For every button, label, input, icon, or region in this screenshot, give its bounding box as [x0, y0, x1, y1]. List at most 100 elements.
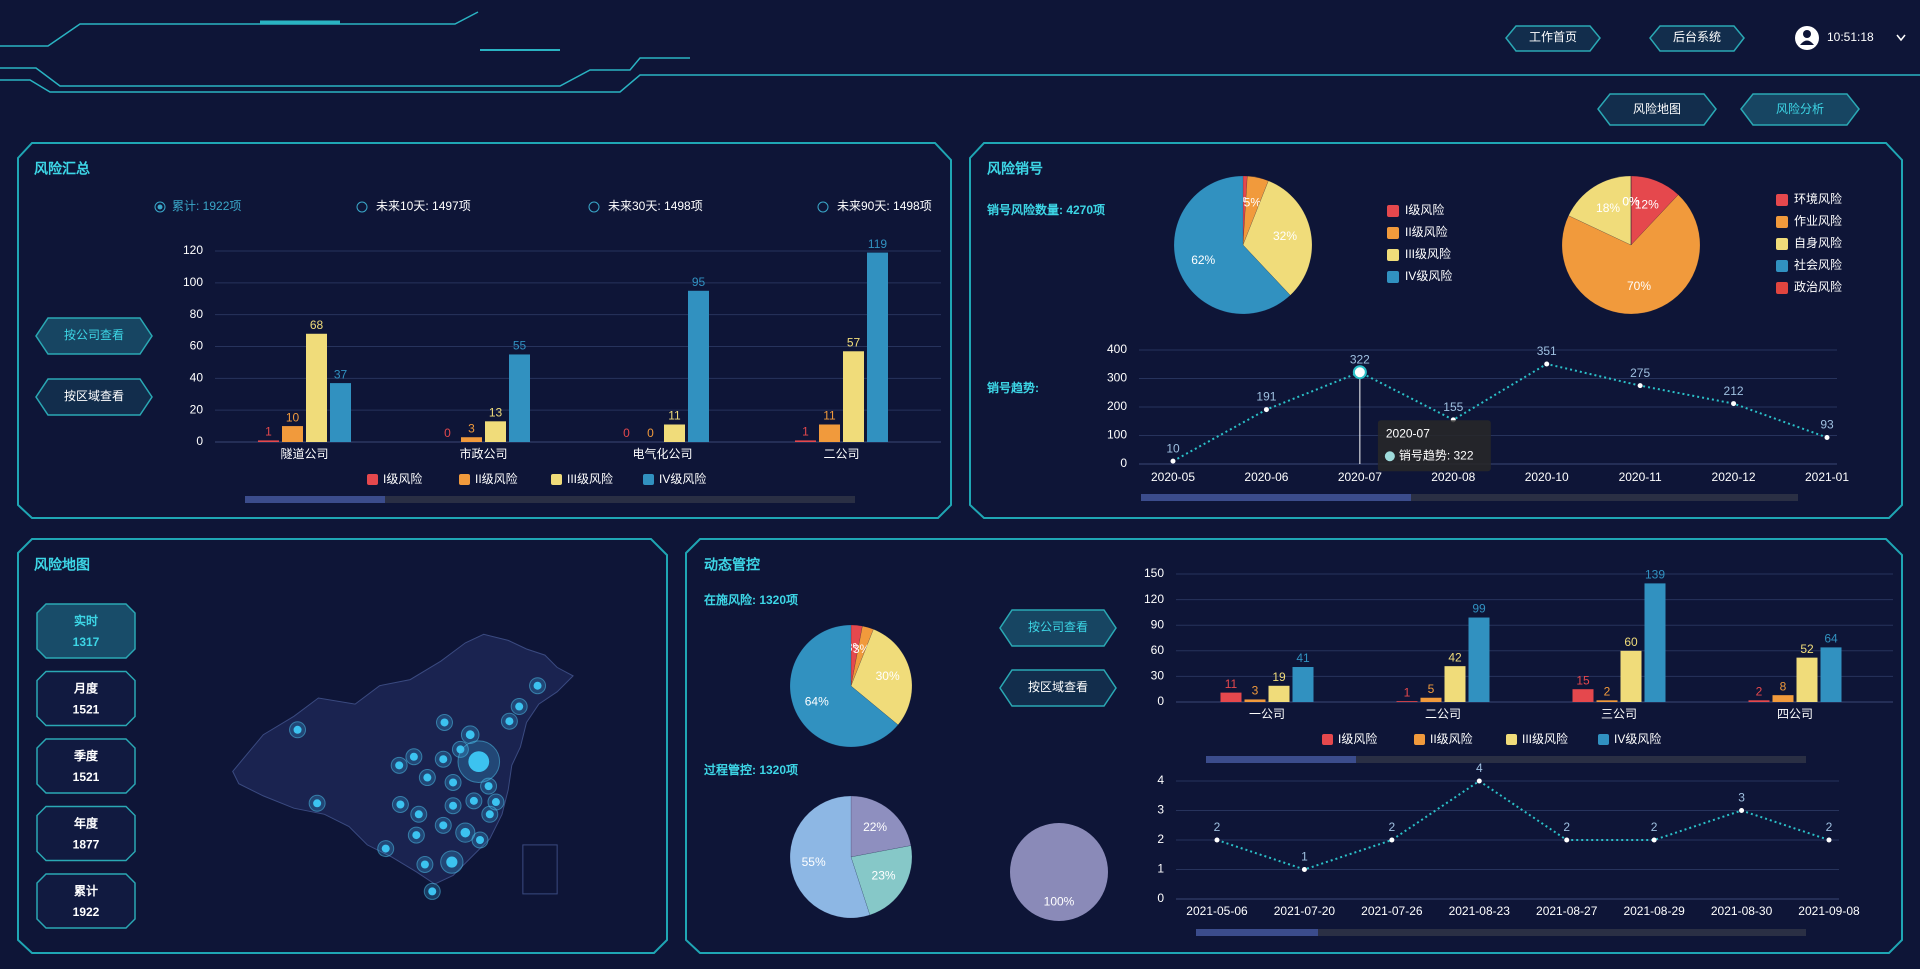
legend-label[interactable]: I级风险: [383, 471, 422, 486]
legend-swatch[interactable]: [1387, 249, 1399, 261]
filter-label[interactable]: 未来30天: 1498项: [608, 199, 703, 213]
pie-slice: [1242, 175, 1269, 246]
legend-swatch[interactable]: [1387, 271, 1399, 283]
radio[interactable]: [154, 201, 166, 213]
bar: [461, 437, 482, 442]
nav-button[interactable]: [1505, 25, 1601, 52]
view-button[interactable]: [999, 609, 1117, 647]
map-point: [449, 778, 458, 787]
map-point: [313, 799, 322, 808]
legend-label[interactable]: 自身风险: [1794, 235, 1842, 250]
map-list-item[interactable]: [36, 873, 136, 929]
zoom-handle[interactable]: [245, 496, 385, 503]
view-button[interactable]: [35, 378, 153, 416]
bar-value-label: 1: [265, 425, 272, 439]
bar: [1396, 701, 1418, 702]
legend-swatch[interactable]: [367, 474, 378, 485]
legend-label[interactable]: II级风险: [1430, 731, 1473, 746]
y-tick-label: 120: [1144, 592, 1164, 606]
pie-slice: [1630, 175, 1679, 246]
dropdown-arrow[interactable]: [1896, 34, 1906, 42]
zoom-slider[interactable]: [1196, 929, 1806, 936]
avatar-icon: [1800, 40, 1814, 45]
legend-label[interactable]: IV级风险: [659, 471, 706, 486]
map-point: [505, 717, 514, 726]
map-point: [428, 887, 437, 896]
zoom-handle[interactable]: [1206, 756, 1356, 763]
bar-value-label: 0: [623, 426, 630, 440]
radio[interactable]: [588, 201, 600, 213]
legend-label[interactable]: II级风险: [1405, 224, 1448, 239]
legend-label[interactable]: III级风险: [567, 471, 613, 486]
legend-label[interactable]: I级风险: [1338, 731, 1377, 746]
map-point: [446, 856, 458, 868]
legend-label[interactable]: II级风险: [475, 471, 518, 486]
bar: [282, 426, 303, 442]
legend-swatch[interactable]: [1322, 734, 1333, 745]
radio[interactable]: [817, 201, 829, 213]
bar: [1620, 650, 1642, 702]
legend-swatch[interactable]: [1776, 282, 1788, 294]
view-button[interactable]: [999, 669, 1117, 707]
legend-label[interactable]: I级风险: [1405, 202, 1444, 217]
radio[interactable]: [356, 201, 368, 213]
filter-label[interactable]: 未来10天: 1497项: [376, 199, 471, 213]
legend-label[interactable]: 社会风险: [1794, 257, 1842, 272]
zoom-handle[interactable]: [1196, 929, 1318, 936]
filter-label[interactable]: 累计: 1922项: [172, 199, 241, 213]
tab-text[interactable]: 风险分析: [1776, 101, 1824, 116]
pie-slice: [1242, 175, 1248, 246]
nav-button[interactable]: [1649, 25, 1745, 52]
nav-text[interactable]: 后台系统: [1673, 29, 1721, 44]
zoom-handle[interactable]: [1141, 494, 1411, 501]
view-button[interactable]: [35, 317, 153, 355]
legend-label[interactable]: IV级风险: [1614, 731, 1661, 746]
x-tick-label: 2021-08-30: [1711, 904, 1773, 918]
legend-swatch[interactable]: [643, 474, 654, 485]
legend-swatch[interactable]: [1776, 238, 1788, 250]
zoom-slider[interactable]: [1206, 756, 1806, 763]
nav-text[interactable]: 工作首页: [1529, 30, 1577, 44]
bar: [258, 440, 279, 442]
legend-swatch[interactable]: [1414, 734, 1425, 745]
legend-swatch[interactable]: [1776, 260, 1788, 272]
legend-label[interactable]: III级风险: [1522, 731, 1568, 746]
legend-swatch[interactable]: [1506, 734, 1517, 745]
tab-button[interactable]: [1597, 93, 1717, 126]
bar-value-label: 41: [1296, 651, 1310, 665]
legend-swatch[interactable]: [1776, 194, 1788, 206]
x-tick-label: 二公司: [1425, 707, 1461, 721]
legend-swatch[interactable]: [1387, 205, 1399, 217]
map-point: [469, 796, 478, 805]
x-tick-label: 三公司: [1601, 707, 1637, 721]
legend-swatch[interactable]: [1387, 227, 1399, 239]
button-text[interactable]: 按区域查看: [1028, 680, 1088, 694]
map-list-item[interactable]: [36, 670, 136, 727]
zoom-slider[interactable]: [245, 496, 855, 503]
pie-slice: [1568, 175, 1632, 246]
button-text[interactable]: 按公司查看: [64, 328, 124, 342]
point-label: 275: [1630, 366, 1650, 380]
filter-label[interactable]: 未来90天: 1498项: [837, 199, 932, 213]
map-list-item[interactable]: [36, 603, 136, 659]
map-list-item[interactable]: [36, 805, 136, 862]
legend-swatch[interactable]: [1776, 216, 1788, 228]
legend-label[interactable]: III级风险: [1405, 246, 1451, 261]
pie-label: 64%: [805, 694, 829, 708]
button-text[interactable]: 按区域查看: [64, 389, 124, 403]
y-tick-label: 20: [190, 402, 204, 416]
legend-swatch[interactable]: [551, 474, 562, 485]
button-text[interactable]: 按公司查看: [1028, 620, 1088, 634]
bar-value-label: 8: [1780, 679, 1787, 693]
map-point: [515, 702, 524, 711]
legend-swatch[interactable]: [459, 474, 470, 485]
legend-label[interactable]: IV级风险: [1405, 268, 1452, 283]
legend-label[interactable]: 政治风险: [1794, 279, 1842, 294]
map-list-item[interactable]: [36, 738, 136, 794]
legend-label[interactable]: 作业风险: [1794, 213, 1842, 228]
legend-label[interactable]: 环境风险: [1794, 191, 1842, 206]
zoom-slider[interactable]: [1141, 494, 1798, 501]
tab-text[interactable]: 风险地图: [1633, 101, 1681, 116]
tab-button-active[interactable]: [1740, 93, 1860, 126]
legend-swatch[interactable]: [1598, 734, 1609, 745]
